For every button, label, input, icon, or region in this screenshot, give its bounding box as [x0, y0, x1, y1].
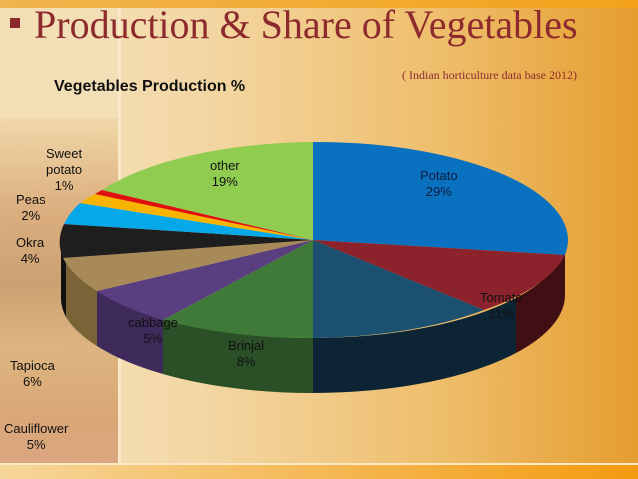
- side-brinjal: [163, 319, 313, 394]
- label-potato: Potato 29%: [420, 168, 458, 199]
- data-source-note: ( Indian horticulture data base 2012): [402, 68, 577, 82]
- side-cabbage: [97, 291, 163, 374]
- label-cabbage: cabbage 5%: [128, 315, 178, 346]
- side-cauliflower: [66, 262, 97, 346]
- side-tomato: [516, 240, 565, 353]
- label-onion: Onion 10%: [352, 338, 387, 369]
- label-cauliflower: Cauliflower 5%: [4, 421, 69, 452]
- side-tapioca: [60, 240, 66, 317]
- slice-sweet-potato: [95, 190, 313, 240]
- slice-onion: [313, 240, 484, 338]
- pie-sides: [60, 240, 565, 394]
- slice-cabbage: [97, 240, 313, 320]
- label-other: other 19%: [210, 158, 240, 189]
- slice-tapioca: [59, 224, 313, 258]
- pie-top: [59, 141, 568, 339]
- slice-potato: [313, 141, 568, 255]
- slice-tomato: [313, 240, 565, 310]
- label-tomato: Tomato 11%: [480, 290, 523, 321]
- chart-title: Vegetables Production %: [54, 78, 246, 95]
- label-brinjal: Brinjal 8%: [228, 338, 265, 369]
- label-sweet-potato: Sweet potato 1%: [46, 146, 83, 193]
- label-okra: Okra 4%: [16, 235, 45, 266]
- side-onion: [313, 298, 516, 393]
- slice-okra: [64, 203, 313, 240]
- bullet-icon: [10, 17, 20, 28]
- slide-title: Production & Share of Vegetables: [10, 2, 578, 48]
- top-accent-bar: [0, 0, 638, 8]
- slice-brinjal: [163, 240, 313, 339]
- slide-title-text: Production & Share of Vegetables: [34, 2, 578, 47]
- label-peas: Peas 2%: [16, 192, 46, 223]
- bottom-accent-bar: [0, 465, 638, 479]
- label-tapioca: Tapioca 6%: [10, 358, 55, 389]
- slice-peas: [80, 194, 313, 240]
- bottom-divider: [0, 463, 638, 465]
- slice-cauliflower: [63, 240, 313, 291]
- slice-other: [102, 142, 313, 240]
